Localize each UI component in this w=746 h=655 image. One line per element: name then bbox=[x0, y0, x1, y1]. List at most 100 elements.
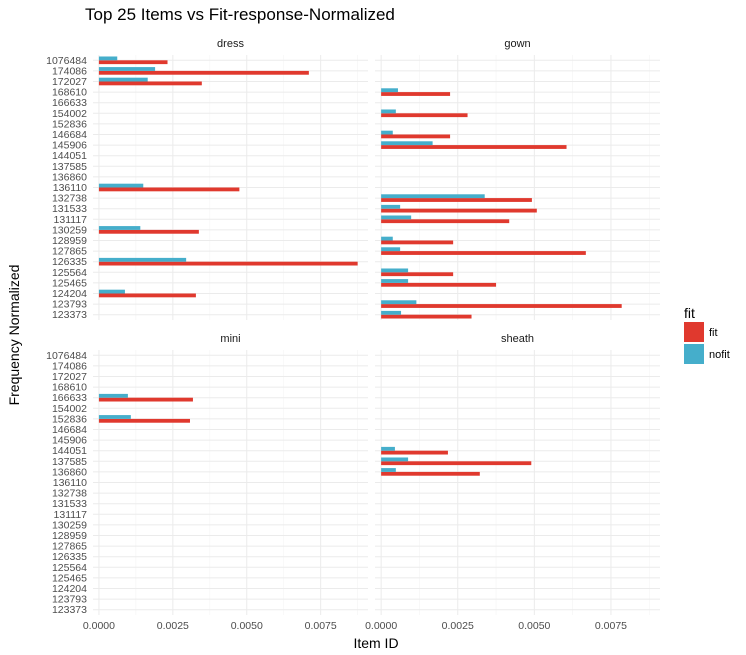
y-tick-label: 172027 bbox=[52, 76, 87, 88]
bar-nofit bbox=[381, 446, 395, 451]
y-tick-label: 166633 bbox=[52, 392, 87, 404]
y-tick-label: 124204 bbox=[52, 583, 87, 595]
y-tick-label: 136860 bbox=[52, 466, 87, 478]
y-tick-label: 136860 bbox=[52, 171, 87, 183]
y-tick-label: 131533 bbox=[52, 498, 87, 510]
y-tick-label: 125465 bbox=[52, 572, 87, 584]
bar-nofit bbox=[98, 415, 131, 419]
bar-fit bbox=[381, 219, 510, 224]
bar-nofit bbox=[98, 67, 156, 71]
bar-nofit bbox=[381, 236, 393, 241]
bar-nofit bbox=[381, 204, 401, 209]
y-tick-label: 145906 bbox=[52, 435, 87, 447]
bar-nofit bbox=[381, 268, 409, 273]
y-tick-label: 137585 bbox=[52, 456, 87, 468]
bar-fit bbox=[381, 282, 497, 287]
y-tick-label: 146684 bbox=[52, 424, 87, 436]
y-tick-label: 128959 bbox=[52, 530, 87, 542]
y-tick-label: 130259 bbox=[52, 224, 87, 236]
bar-fit bbox=[381, 134, 451, 139]
y-tick-label: 144051 bbox=[52, 150, 87, 162]
y-tick-label: 172027 bbox=[52, 371, 87, 383]
x-tick-label: 0.0025 bbox=[442, 620, 474, 632]
bar-fit bbox=[381, 461, 532, 466]
x-tick-label: 0.0075 bbox=[595, 620, 627, 632]
bar-fit bbox=[381, 450, 448, 455]
bar-fit bbox=[381, 145, 567, 149]
panel-strip-label: sheath bbox=[501, 333, 534, 345]
panels: dress10764841740861720271686101666331540… bbox=[46, 38, 660, 632]
y-tick-label: 144051 bbox=[52, 445, 87, 457]
y-tick-label: 174086 bbox=[52, 360, 87, 372]
bar-fit bbox=[381, 198, 532, 202]
y-tick-label: 174086 bbox=[52, 65, 87, 77]
bar-fit bbox=[98, 418, 190, 423]
bar-fit bbox=[98, 261, 358, 266]
y-tick-label: 132738 bbox=[52, 193, 87, 205]
bar-fit bbox=[98, 81, 202, 86]
legend-swatch-fit bbox=[684, 322, 704, 342]
y-tick-label: 123793 bbox=[52, 594, 87, 606]
y-tick-label: 136110 bbox=[53, 477, 87, 489]
panel-strip-label: dress bbox=[217, 38, 244, 50]
bar-nofit bbox=[381, 310, 402, 315]
bar-fit bbox=[381, 272, 454, 277]
bar-fit bbox=[381, 240, 454, 245]
bar-nofit bbox=[381, 279, 409, 283]
y-tick-label: 130259 bbox=[52, 519, 87, 531]
y-tick-label: 145906 bbox=[52, 140, 87, 152]
x-tick-label: 0.0025 bbox=[157, 620, 189, 632]
x-axis-title: Item ID bbox=[353, 635, 398, 651]
bar-fit bbox=[381, 113, 468, 118]
legend-title: fit bbox=[684, 305, 695, 321]
x-tick-label: 0.0050 bbox=[518, 620, 550, 632]
panel-sheath: sheath 0.0000 0.0025 0.0050 0.0075 bbox=[365, 333, 660, 632]
bar-nofit bbox=[381, 141, 433, 146]
bar-fit bbox=[381, 314, 472, 319]
bar-fit bbox=[381, 471, 480, 476]
legend: fit fit nofit bbox=[684, 305, 730, 364]
bar-fit bbox=[98, 187, 240, 192]
bar-nofit bbox=[98, 77, 148, 82]
bar-fit bbox=[381, 92, 451, 96]
bar-nofit bbox=[98, 183, 144, 188]
bar-nofit bbox=[381, 247, 401, 252]
x-tick-label: 0.0075 bbox=[305, 620, 337, 632]
y-tick-label: 1076484 bbox=[46, 55, 87, 67]
panel-strip-label: mini bbox=[220, 333, 240, 345]
y-tick-label: 123373 bbox=[52, 309, 87, 321]
bar-nofit bbox=[381, 88, 398, 93]
y-tick-label: 131117 bbox=[54, 214, 88, 226]
y-tick-label: 124204 bbox=[52, 288, 87, 300]
bar-nofit bbox=[98, 257, 187, 262]
bar-nofit bbox=[381, 215, 412, 220]
bar-fit bbox=[98, 397, 193, 402]
legend-label-fit: fit bbox=[709, 327, 718, 339]
bar-fit bbox=[381, 251, 586, 255]
y-tick-label: 126335 bbox=[52, 256, 87, 268]
panel-mini: mini 107648417408617202716861016663315400… bbox=[46, 333, 368, 632]
y-tick-label: 131117 bbox=[54, 509, 88, 521]
bar-nofit bbox=[381, 468, 396, 472]
bar-nofit bbox=[98, 289, 125, 294]
bar-fit bbox=[381, 208, 537, 213]
y-tick-label: 152836 bbox=[52, 118, 87, 130]
bar-nofit bbox=[381, 109, 396, 114]
y-tick-label: 126335 bbox=[52, 551, 87, 563]
panel-gown: gown bbox=[375, 38, 660, 320]
y-tick-label: 132738 bbox=[52, 488, 87, 500]
y-tick-label: 154002 bbox=[52, 403, 87, 415]
bar-nofit bbox=[381, 194, 485, 199]
y-tick-label: 137585 bbox=[52, 161, 87, 173]
y-tick-label: 125564 bbox=[52, 562, 87, 574]
y-tick-label: 125564 bbox=[52, 267, 87, 279]
y-tick-label: 128959 bbox=[52, 235, 87, 247]
panel-dress: dress 10764841740861720271686101666331540… bbox=[46, 38, 368, 321]
y-tick-label: 127865 bbox=[52, 541, 87, 553]
bar-nofit bbox=[98, 393, 128, 398]
y-tick-label: 1076484 bbox=[46, 350, 87, 362]
bar-nofit bbox=[98, 226, 141, 230]
y-tick-label: 154002 bbox=[52, 108, 87, 120]
bar-nofit bbox=[98, 56, 118, 61]
